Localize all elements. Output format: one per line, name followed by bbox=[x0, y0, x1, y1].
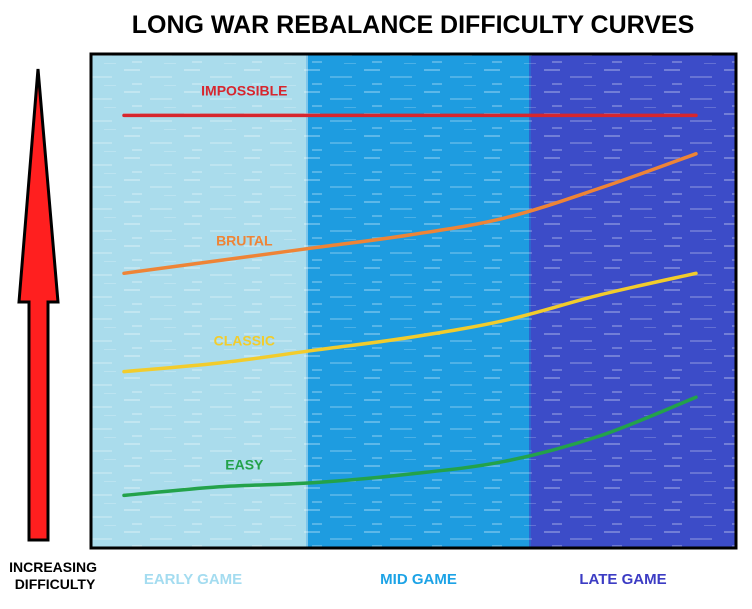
series-labels: IMPOSSIBLE BRUTAL CLASSIC EASY bbox=[201, 82, 287, 472]
phase-labels: EARLY GAME MID GAME LATE GAME bbox=[144, 571, 667, 588]
y-axis-label-line-1: INCREASING bbox=[9, 559, 97, 575]
series-label-brutal: BRUTAL bbox=[216, 232, 273, 248]
background-texture bbox=[91, 54, 736, 548]
series-line-easy bbox=[122, 395, 698, 498]
plot-frame bbox=[89, 52, 738, 550]
series-label-easy: EASY bbox=[225, 456, 264, 472]
phase-label-late-game: LATE GAME bbox=[579, 571, 666, 588]
phase-label-early-game: EARLY GAME bbox=[144, 571, 242, 588]
y-axis-label-line-2: DIFFICULTY bbox=[15, 576, 96, 592]
phase-label-mid-game: MID GAME bbox=[380, 571, 457, 588]
series-label-impossible: IMPOSSIBLE bbox=[201, 82, 287, 98]
series-line-classic bbox=[122, 271, 698, 374]
series-lines bbox=[122, 113, 698, 498]
increasing-difficulty-arrow-icon bbox=[17, 68, 60, 542]
y-axis-label: INCREASING DIFFICULTY bbox=[9, 559, 101, 592]
chart-title: LONG WAR REBALANCE DIFFICULTY CURVES bbox=[132, 11, 695, 39]
series-label-classic: CLASSIC bbox=[214, 333, 275, 349]
series-line-brutal bbox=[122, 152, 698, 276]
